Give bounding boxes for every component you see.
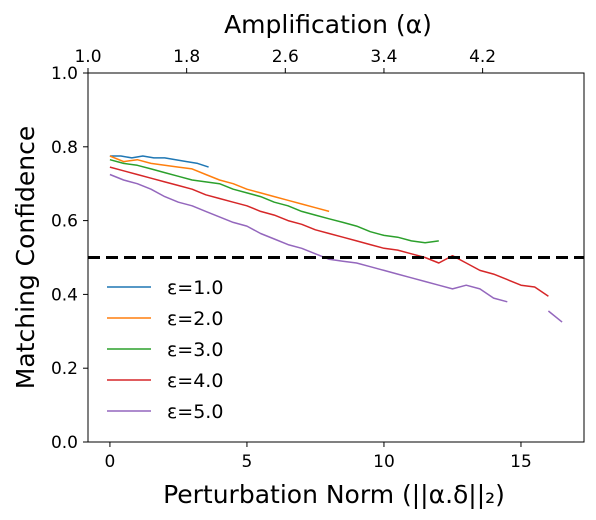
x-tick-label: 0 xyxy=(105,452,116,472)
y-tick-label: 0.6 xyxy=(51,212,78,232)
series-line-4 xyxy=(109,173,508,303)
top-x-tick-label: 4.2 xyxy=(469,47,496,67)
plot-frame xyxy=(87,72,585,443)
top-x-tick-label: 1.8 xyxy=(173,47,200,67)
y-tick-label: 1.0 xyxy=(51,64,78,84)
y-axis-title: Matching Confidence xyxy=(11,126,40,389)
series-line-5 xyxy=(547,310,563,323)
series-line-3 xyxy=(109,166,549,297)
top-x-tick-label: 2.6 xyxy=(272,47,299,67)
legend: ε=1.0 ε=2.0 ε=3.0 ε=4.0 ε=5.0 xyxy=(107,277,223,423)
legend-label: ε=1.0 xyxy=(167,277,223,299)
series-line-2 xyxy=(109,158,439,244)
x-tick-label: 15 xyxy=(510,452,532,472)
x-tick-label: 10 xyxy=(373,452,395,472)
legend-label: ε=4.0 xyxy=(167,370,223,392)
legend-label: ε=5.0 xyxy=(167,401,223,423)
y-tick-label: 0.0 xyxy=(51,433,78,453)
ticks-layer: 0 5 10 15 0.0 0.2 0.4 0.6 0.8 1.01.0 1.8 2.6 3.4 4.2 xyxy=(51,47,532,472)
series-line-0 xyxy=(109,155,209,168)
y-tick-label: 0.2 xyxy=(51,359,78,379)
y-tick-label: 0.8 xyxy=(51,138,78,158)
series-line-1 xyxy=(109,155,330,213)
top-x-tick-label: 1.0 xyxy=(74,47,101,67)
legend-label: ε=3.0 xyxy=(167,339,223,361)
x-axis-title: Perturbation Norm (||α.δ||₂) xyxy=(163,480,505,509)
y-tick-label: 0.4 xyxy=(51,285,78,305)
top-x-tick-label: 3.4 xyxy=(370,47,397,67)
x-tick-label: 5 xyxy=(242,452,253,472)
top-axis-title: Amplification (α) xyxy=(224,10,432,39)
legend-label: ε=2.0 xyxy=(167,308,223,330)
series-layer xyxy=(109,155,563,323)
